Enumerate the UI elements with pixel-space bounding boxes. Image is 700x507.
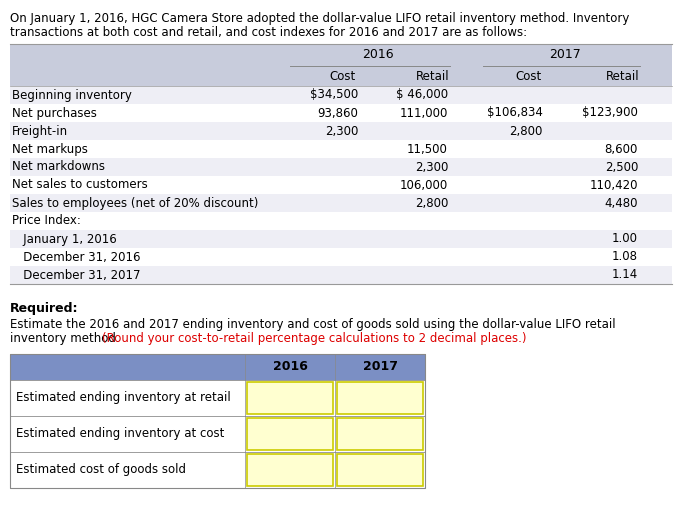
Text: 111,000: 111,000 (400, 106, 448, 120)
Text: inventory method.: inventory method. (10, 332, 123, 345)
Text: Price Index:: Price Index: (12, 214, 81, 228)
Text: 2017: 2017 (550, 49, 582, 61)
Text: 4,480: 4,480 (605, 197, 638, 209)
Bar (10, 230, 672, 248)
Text: Net sales to customers: Net sales to customers (12, 178, 148, 192)
Bar (10, 140, 672, 158)
Text: January 1, 2016: January 1, 2016 (12, 233, 117, 245)
Bar (10, 212, 672, 230)
Text: $106,834: $106,834 (487, 106, 543, 120)
Bar (10, 122, 672, 140)
Text: Estimated ending inventory at retail: Estimated ending inventory at retail (16, 391, 231, 405)
Text: 2,800: 2,800 (510, 125, 543, 137)
Text: On January 1, 2016, HGC Camera Store adopted the dollar-value LIFO retail invent: On January 1, 2016, HGC Camera Store ado… (10, 12, 629, 25)
Bar (10, 248, 672, 266)
Text: Beginning inventory: Beginning inventory (12, 89, 132, 101)
Text: 1.00: 1.00 (612, 233, 638, 245)
Text: 1.08: 1.08 (612, 250, 638, 264)
Text: Net purchases: Net purchases (12, 106, 97, 120)
Bar (10, 44, 672, 86)
Text: 2,500: 2,500 (605, 161, 638, 173)
Bar (10, 158, 672, 176)
Text: 110,420: 110,420 (589, 178, 638, 192)
Text: (Round your cost-to-retail percentage calculations to 2 decimal places.): (Round your cost-to-retail percentage ca… (102, 332, 526, 345)
Text: 93,860: 93,860 (317, 106, 358, 120)
Bar (10, 452, 425, 488)
Bar (10, 354, 425, 380)
Text: 2,300: 2,300 (414, 161, 448, 173)
Text: Estimate the 2016 and 2017 ending inventory and cost of goods sold using the dol: Estimate the 2016 and 2017 ending invent… (10, 318, 615, 331)
Text: 1.14: 1.14 (612, 269, 638, 281)
Text: 2016: 2016 (362, 49, 394, 61)
Text: Cost: Cost (330, 69, 356, 83)
Bar (337, 454, 423, 486)
Bar (10, 86, 672, 104)
Text: Retail: Retail (416, 69, 450, 83)
Text: 2,300: 2,300 (325, 125, 358, 137)
Text: Cost: Cost (515, 69, 541, 83)
Text: Estimated cost of goods sold: Estimated cost of goods sold (16, 463, 186, 477)
Text: 2017: 2017 (363, 360, 398, 374)
Bar (10, 176, 672, 194)
Text: Freight-in: Freight-in (12, 125, 68, 137)
Bar (10, 354, 425, 488)
Bar (247, 382, 333, 414)
Text: 8,600: 8,600 (605, 142, 638, 156)
Bar (10, 380, 425, 416)
Bar (337, 418, 423, 450)
Text: 106,000: 106,000 (400, 178, 448, 192)
Text: transactions at both cost and retail, and cost indexes for 2016 and 2017 are as : transactions at both cost and retail, an… (10, 26, 527, 39)
Text: Net markups: Net markups (12, 142, 88, 156)
Text: December 31, 2017: December 31, 2017 (12, 269, 141, 281)
Bar (247, 454, 333, 486)
Text: Retail: Retail (606, 69, 640, 83)
Text: Net markdowns: Net markdowns (12, 161, 105, 173)
Text: Estimated ending inventory at cost: Estimated ending inventory at cost (16, 427, 225, 441)
Text: Required:: Required: (10, 302, 78, 315)
Text: $ 46,000: $ 46,000 (396, 89, 448, 101)
Text: 11,500: 11,500 (407, 142, 448, 156)
Text: 2016: 2016 (272, 360, 307, 374)
Bar (337, 382, 423, 414)
Text: Sales to employees (net of 20% discount): Sales to employees (net of 20% discount) (12, 197, 258, 209)
Text: 2,800: 2,800 (414, 197, 448, 209)
Text: December 31, 2016: December 31, 2016 (12, 250, 141, 264)
Bar (10, 194, 672, 212)
Bar (247, 418, 333, 450)
Bar (10, 104, 672, 122)
Bar (10, 416, 425, 452)
Bar (10, 266, 672, 284)
Text: $34,500: $34,500 (309, 89, 358, 101)
Text: $123,900: $123,900 (582, 106, 638, 120)
